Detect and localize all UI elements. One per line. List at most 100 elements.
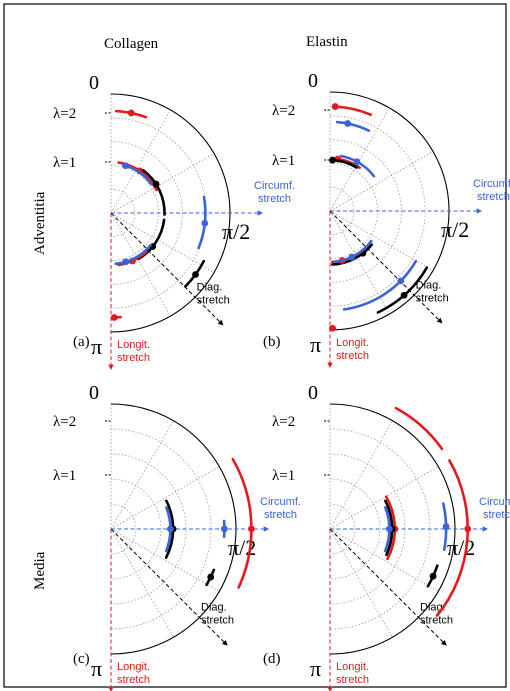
column-title-elastin: Elastin: [306, 34, 348, 50]
angle-pi-label: π: [91, 656, 102, 681]
angle-pi-label: π: [310, 656, 321, 681]
longitudinal-label: Longit.: [117, 339, 150, 351]
grid-spoke: [329, 151, 434, 212]
grid-spoke: [110, 528, 220, 592]
fiber-mean-marker-blue: [442, 523, 450, 530]
grid-ring: [329, 453, 406, 605]
diagonal-label: stretch: [197, 294, 230, 306]
fiber-mean-marker-red: [127, 109, 135, 117]
lambda-2-label: λ=2: [53, 106, 76, 122]
lambda-2-label: λ=2: [272, 103, 295, 119]
grid-ring: [110, 428, 212, 630]
diagonal-label: Diag.: [197, 281, 223, 293]
fiber-mean-marker-blue: [221, 525, 228, 533]
row-label-adventitia: Adventitia: [32, 191, 48, 255]
angle-half-pi-label: π/2: [222, 219, 250, 244]
grid-ring: [329, 428, 431, 630]
fiber-arc-red: [394, 406, 444, 451]
longitudinal-label: stretch: [336, 674, 369, 686]
panel-d: Circumf.stretchDiag.stretchLongit.stretc…: [263, 382, 510, 691]
grid-ring: [329, 503, 356, 555]
diagonal-arrowhead: [217, 319, 224, 326]
fiber-mean-marker-red: [248, 525, 255, 533]
panel-label-d: (d): [263, 651, 281, 667]
fiber-mean-marker-blue: [122, 162, 130, 170]
longitudinal-label: stretch: [117, 674, 150, 686]
longitudinal-arrowhead: [108, 686, 114, 691]
grid-ring: [329, 139, 402, 283]
longitudinal-arrowhead: [327, 686, 333, 691]
column-title-collagen: Collagen: [104, 36, 159, 52]
grid-spoke: [110, 212, 215, 273]
fiber-mean-marker-black: [192, 271, 199, 278]
angle-zero-label: 0: [308, 70, 318, 92]
fiber-mean-marker-blue: [167, 525, 174, 533]
grid-spoke: [329, 528, 439, 592]
circumferential-label: stretch: [483, 509, 510, 521]
grid-spoke: [110, 420, 174, 530]
longitudinal-label: Longit.: [336, 337, 369, 349]
grid-spoke: [110, 212, 171, 317]
grid-ring: [329, 186, 355, 236]
grid-ring: [329, 478, 381, 580]
diagonal-axis: [110, 528, 226, 644]
panel-c: Circumf.stretchDiag.stretchLongit.stretc…: [53, 382, 301, 691]
fiber-mean-marker-blue: [344, 120, 352, 127]
circumferential-label: Circumf.: [479, 496, 510, 508]
fiber-mean-marker-black: [152, 180, 160, 188]
fiber-mean-marker-blue: [386, 525, 393, 533]
panel-b: Circumf.stretchDiag.stretchLongit.stretc…: [263, 70, 510, 368]
angle-half-pi-label: π/2: [447, 535, 475, 560]
fiber-arc-blue: [114, 243, 152, 266]
longitudinal-label: stretch: [336, 350, 369, 362]
panel-label-b: (b): [263, 334, 281, 350]
fiber-mean-marker-red: [110, 314, 118, 321]
grid-spoke: [329, 107, 390, 212]
diagonal-label: stretch: [201, 614, 234, 626]
lambda-2-label: λ=2: [53, 414, 76, 430]
fiber-mean-marker-blue: [122, 258, 130, 266]
longitudinal-label: stretch: [117, 352, 150, 364]
diagonal-label: Diag.: [416, 279, 442, 291]
diagonal-axis: [329, 528, 445, 644]
diagonal-label: stretch: [416, 292, 449, 304]
grid-spoke: [329, 466, 439, 530]
lambda-1-label: λ=1: [53, 155, 76, 171]
panel-a: Circumf.stretchDiag.stretchLongit.stretc…: [53, 72, 295, 370]
fiber-mean-marker-black: [329, 156, 336, 164]
circumferential-arrowhead: [257, 210, 263, 216]
fiber-arc-red: [231, 457, 253, 589]
diagonal-arrowhead: [436, 317, 443, 324]
angle-zero-label: 0: [308, 382, 318, 404]
longitudinal-label: Longit.: [336, 661, 369, 673]
figure-frame: [3, 3, 507, 688]
longitudinal-label: Longit.: [117, 661, 150, 673]
panel-label-a: (a): [73, 334, 90, 350]
grid-ring: [110, 503, 137, 555]
angle-zero-label: 0: [89, 382, 99, 404]
grid-spoke: [329, 420, 393, 530]
diagonal-label: Diag.: [201, 601, 227, 613]
lambda-1-label: λ=1: [53, 468, 76, 484]
fiber-mean-marker-black: [207, 573, 215, 581]
longitudinal-arrowhead: [108, 364, 114, 370]
fiber-arc-red: [331, 105, 373, 116]
diagonal-label: Diag.: [420, 601, 446, 613]
longitudinal-arrowhead: [327, 362, 333, 368]
diagonal-arrowhead: [221, 639, 228, 646]
circumferential-label: Circumf.: [260, 496, 301, 508]
fiber-mean-marker-black: [400, 291, 408, 299]
grid-spoke: [110, 153, 215, 214]
grid-ring: [110, 188, 136, 238]
panel-label-c: (c): [73, 651, 90, 667]
angle-pi-label: π: [310, 332, 321, 357]
angle-zero-label: 0: [89, 72, 99, 94]
circumferential-arrowhead: [476, 208, 482, 214]
grid-ring: [110, 453, 187, 605]
lambda-1-label: λ=1: [272, 468, 295, 484]
circumferential-arrowhead: [482, 526, 488, 532]
fiber-arc-red: [435, 459, 469, 617]
fiber-arc-blue: [335, 120, 371, 132]
fiber-mean-marker-black: [429, 572, 437, 580]
